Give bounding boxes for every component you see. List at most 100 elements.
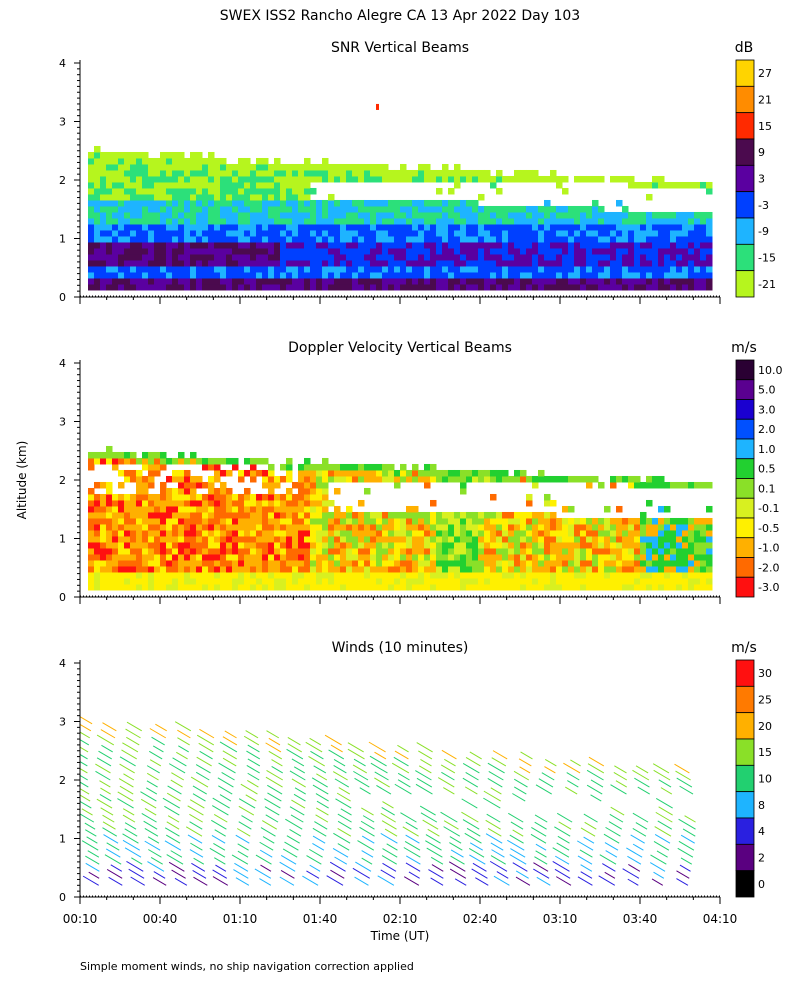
snr-cell	[160, 217, 167, 225]
doppler-cell	[334, 463, 341, 471]
wind-barb	[361, 807, 374, 816]
snr-cell	[688, 259, 695, 267]
snr-cell	[100, 241, 107, 249]
snr-cell	[262, 187, 269, 195]
doppler-cell	[334, 547, 341, 555]
doppler-cell	[538, 559, 545, 567]
doppler-cell	[346, 553, 353, 561]
snr-cell	[256, 241, 263, 249]
snr-cell	[550, 265, 557, 273]
snr-cell	[568, 235, 575, 243]
snr-cell	[454, 199, 461, 207]
doppler-cell	[694, 523, 701, 531]
doppler-cell	[550, 541, 557, 549]
snr-cell	[598, 217, 605, 225]
doppler-cell	[688, 523, 695, 531]
snr-cell	[244, 283, 251, 291]
snr-cell	[568, 259, 575, 267]
doppler-cell	[688, 583, 695, 591]
snr-cell	[460, 283, 467, 291]
wind-barb	[490, 787, 502, 795]
doppler-cell	[256, 553, 263, 561]
snr-cell	[238, 175, 245, 183]
doppler-cell	[472, 565, 479, 573]
wind-barb	[311, 777, 328, 788]
snr-cell	[544, 259, 551, 267]
doppler-cell	[190, 505, 197, 513]
doppler-cell	[346, 577, 353, 585]
doppler-cell	[580, 517, 587, 525]
snr-cell	[160, 169, 167, 177]
doppler-cell	[286, 511, 293, 519]
snr-cell	[142, 205, 149, 213]
doppler-cell	[124, 505, 131, 513]
snr-cell	[400, 247, 407, 255]
wind-barb	[376, 785, 392, 795]
snr-cell	[274, 277, 281, 285]
snr-cell	[658, 175, 665, 183]
doppler-cell	[526, 577, 533, 585]
snr-cell	[142, 277, 149, 285]
snr-cell	[496, 211, 503, 219]
wind-barb	[80, 753, 88, 760]
doppler-cell	[172, 565, 179, 573]
doppler-cell	[382, 463, 389, 471]
doppler-cell	[430, 517, 437, 525]
wind-barb	[677, 847, 694, 858]
doppler-cell	[94, 457, 101, 465]
snr-cell	[460, 229, 467, 237]
snr-cell	[100, 259, 107, 267]
doppler-cell	[472, 553, 479, 561]
doppler-cell	[646, 583, 653, 591]
snr-cell	[604, 259, 611, 267]
wind-barb	[80, 746, 89, 753]
snr-cell	[298, 235, 305, 243]
snr-cell	[418, 265, 425, 273]
wind-barb	[337, 843, 350, 851]
doppler-cell	[508, 583, 515, 591]
snr-cell	[610, 277, 617, 285]
doppler-cell	[508, 559, 515, 567]
snr-cell	[424, 277, 431, 285]
doppler-cell	[622, 559, 629, 567]
doppler-cell	[574, 559, 581, 567]
y-tick-label: 1	[59, 533, 66, 546]
doppler-cell	[496, 511, 503, 519]
wind-barb	[583, 813, 598, 823]
snr-cell	[430, 205, 437, 213]
snr-cell	[556, 247, 563, 255]
snr-cell	[460, 211, 467, 219]
doppler-cell	[676, 529, 683, 537]
wind-barb	[102, 722, 117, 732]
snr-cell	[688, 247, 695, 255]
doppler-cell	[190, 523, 197, 531]
wind-barb	[443, 820, 459, 830]
doppler-cell	[664, 553, 671, 561]
snr-cell	[508, 235, 515, 243]
wind-barb	[140, 791, 157, 802]
snr-cell	[412, 205, 419, 213]
doppler-cell	[130, 511, 137, 519]
doppler-cell	[250, 535, 257, 543]
doppler-cell	[280, 571, 287, 579]
wind-barb	[259, 878, 272, 886]
doppler-cell	[208, 559, 215, 567]
doppler-cell	[190, 481, 197, 489]
wind-barb	[81, 808, 93, 816]
snr-cell	[592, 283, 599, 291]
doppler-cell	[316, 577, 323, 585]
snr-cell	[256, 247, 263, 255]
doppler-cell	[496, 469, 503, 477]
doppler-cell	[478, 553, 485, 561]
snr-cell	[382, 169, 389, 177]
wind-barb	[80, 788, 90, 795]
snr-cell	[88, 187, 95, 195]
snr-cell	[310, 271, 317, 279]
doppler-cell	[322, 529, 329, 537]
snr-cell	[160, 157, 167, 165]
snr-cell	[316, 169, 323, 177]
colorbar-swatch	[735, 557, 755, 578]
doppler-cell	[244, 571, 251, 579]
doppler-cell	[532, 541, 539, 549]
doppler-cell	[118, 565, 125, 573]
